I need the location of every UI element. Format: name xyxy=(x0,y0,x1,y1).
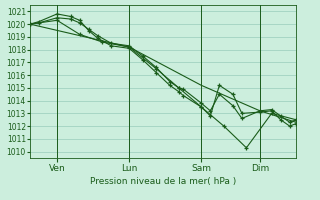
X-axis label: Pression niveau de la mer( hPa ): Pression niveau de la mer( hPa ) xyxy=(90,177,236,186)
